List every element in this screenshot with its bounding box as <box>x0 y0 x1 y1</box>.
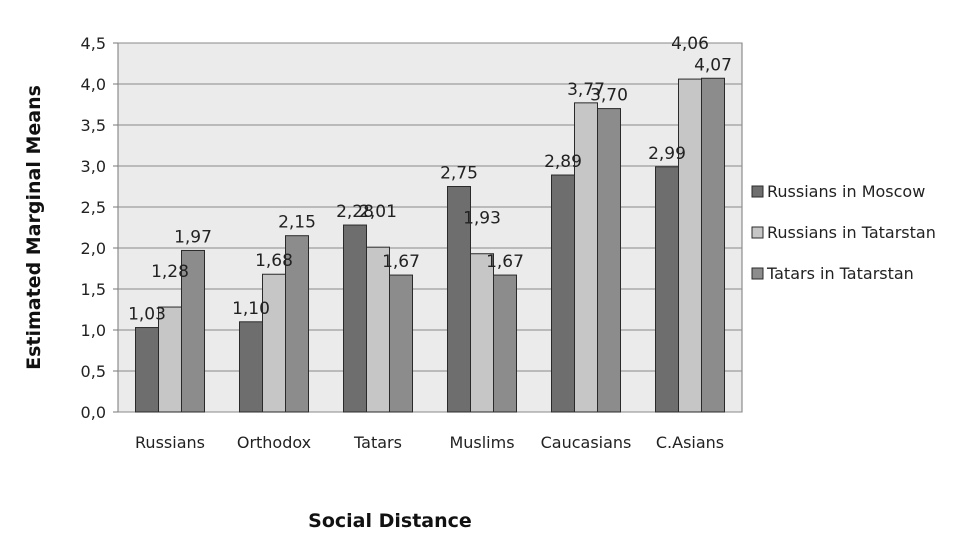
y-tick-label: 4,0 <box>81 75 106 94</box>
data-label: 4,06 <box>671 34 709 54</box>
x-tick-label: Tatars <box>353 433 402 452</box>
y-tick-label: 4,5 <box>81 34 106 53</box>
bar <box>470 253 494 413</box>
data-labels: 1,03 1,28 1,97 1,10 1,68 2,15 2,282,01 1,67 2,75… <box>128 34 732 324</box>
legend: Russians in Moscow Russians in Tatarstan T… <box>751 182 936 283</box>
bar <box>551 174 575 413</box>
bar <box>239 321 263 413</box>
x-tick-label: Orthodox <box>237 433 311 452</box>
x-tick-label: Russians <box>135 433 205 452</box>
bars <box>135 77 725 413</box>
data-label: 2,01 <box>359 202 397 222</box>
legend-swatch <box>751 226 764 239</box>
legend-swatch <box>751 267 764 280</box>
data-label: 2,28 <box>336 202 374 222</box>
legend-label: Russians in Tatarstan <box>767 223 936 242</box>
bar <box>597 108 621 413</box>
y-tick-label: 1,0 <box>81 321 106 340</box>
plot-area <box>117 42 743 413</box>
data-label: 1,10 <box>232 299 270 319</box>
y-tick-label: 3,5 <box>81 116 106 135</box>
legend-label: Tatars in Tatarstan <box>766 264 914 283</box>
data-label: 1,28 <box>151 262 189 282</box>
data-label: 1,97 <box>174 227 212 247</box>
y-axis-ticks: 0,0 0,5 1,0 1,5 2,0 2,5 3,0 3,5 4,0 4,5 <box>81 34 106 422</box>
x-axis-title: Social Distance <box>308 510 472 532</box>
data-label: 2,89 <box>544 152 582 172</box>
bar <box>655 166 679 413</box>
bar <box>701 77 725 413</box>
bar <box>181 249 205 413</box>
y-tick-label: 2,0 <box>81 239 106 258</box>
data-label: 3,70 <box>590 86 628 106</box>
x-tick-label: C.Asians <box>656 433 724 452</box>
bar <box>389 274 413 413</box>
data-label: 1,68 <box>255 251 293 271</box>
data-label: 1,93 <box>463 209 501 229</box>
legend-label: Russians in Moscow <box>767 182 925 201</box>
y-tick-label: 2,5 <box>81 198 106 217</box>
bar <box>285 235 309 413</box>
bar <box>678 78 702 413</box>
data-label: 2,75 <box>440 164 478 184</box>
data-label: 1,03 <box>128 305 166 325</box>
data-label: 2,15 <box>278 213 316 233</box>
x-tick-label: Muslims <box>449 433 514 452</box>
y-tick-label: 0,5 <box>81 362 106 381</box>
data-label: 1,67 <box>382 252 420 272</box>
y-tick-label: 0,0 <box>81 403 106 422</box>
data-label: 2,99 <box>648 144 686 164</box>
x-axis-ticks: Russians Orthodox Tatars Muslims Caucasians C… <box>135 433 724 452</box>
bar <box>574 102 598 413</box>
bar <box>493 274 517 413</box>
data-label: 4,07 <box>694 55 732 75</box>
bar <box>343 224 367 413</box>
bar <box>262 273 286 413</box>
y-tick-label: 1,5 <box>81 280 106 299</box>
data-label: 1,67 <box>486 252 524 272</box>
gridlines <box>113 42 742 413</box>
y-axis-title: Estimated Marginal Means <box>23 85 45 370</box>
x-tick-label: Caucasians <box>541 433 632 452</box>
bar <box>135 327 159 413</box>
legend-swatch <box>751 185 764 198</box>
y-tick-label: 3,0 <box>81 157 106 176</box>
data-label: 3,77 <box>567 80 605 100</box>
